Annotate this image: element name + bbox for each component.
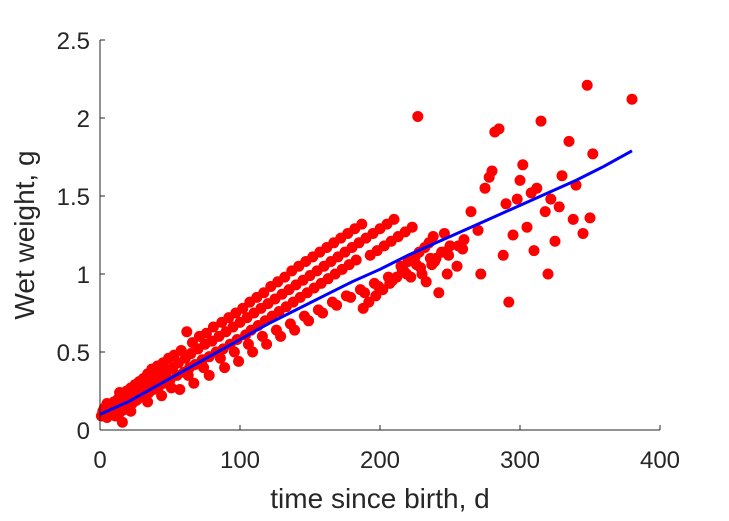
data-point [514,174,526,186]
data-point [188,377,200,389]
y-tick-label: 2.5 [57,28,90,55]
data-point [219,362,231,374]
data-point [587,148,599,160]
data-point [420,276,432,288]
data-point [247,346,259,358]
data-point [503,296,515,308]
data-point [233,355,245,367]
data-point [441,268,453,280]
y-tick-label: 1 [77,262,90,289]
data-point [500,198,512,210]
data-point [415,262,427,274]
data-point [511,193,523,205]
y-tick-label: 2 [77,106,90,133]
data-point [528,245,540,257]
data-point [493,123,505,135]
data-point [406,221,418,233]
data-point [142,396,154,408]
data-point [556,170,568,182]
data-points [95,79,638,428]
fit-line-group [99,149,633,416]
data-point [563,135,575,147]
y-axis-ticks: 0 0.5 1 1.5 2 2.5 [57,28,105,445]
data-point [577,227,589,239]
x-axis-ticks: 0 100 200 300 400 [93,425,680,474]
data-point [207,321,219,333]
data-point [101,397,113,409]
data-point [289,324,301,336]
data-point [507,229,519,241]
data-point [427,231,439,243]
data-point [472,224,484,236]
data-point [535,115,547,127]
data-point [174,383,186,395]
y-tick-label: 0 [77,418,90,445]
data-point [443,249,455,261]
data-point [626,93,638,105]
data-point [198,362,210,374]
data-point [165,382,177,394]
data-point [181,326,193,338]
data-point [156,390,168,402]
data-point [433,287,445,299]
data-point [350,254,362,266]
data-point [359,287,371,299]
x-tick-label: 100 [220,447,260,474]
data-point [553,201,565,213]
x-tick-label: 300 [500,447,540,474]
data-point [261,338,273,350]
x-tick-label: 200 [360,447,400,474]
data-point [539,206,551,218]
data-point [182,369,194,381]
data-point [303,315,315,327]
data-point [531,182,543,194]
data-point [275,330,287,342]
data-point [356,218,368,230]
data-point [125,405,137,417]
data-point [388,213,400,225]
data-point [479,182,491,194]
data-point [517,159,529,171]
data-point [486,165,498,177]
data-point [228,346,240,358]
data-point [521,221,533,233]
data-point [114,387,126,399]
data-point [457,243,469,255]
data-point [373,280,385,292]
data-point [584,212,596,224]
data-point [451,260,463,272]
data-point [387,274,399,286]
data-point [567,213,579,225]
y-axis-label: Wet weight, g [9,150,40,319]
data-point [203,369,215,381]
y-tick-label: 0.5 [57,340,90,367]
data-point [214,352,226,364]
x-tick-label: 400 [640,447,680,474]
data-point [581,79,593,91]
data-point [542,268,554,280]
data-point [497,249,509,261]
x-axis-label: time since birth, d [270,483,489,514]
data-point [116,416,128,428]
data-point [412,110,424,122]
x-tick-label: 0 [93,447,106,474]
data-point [317,307,329,319]
data-point [345,291,357,303]
data-point [331,299,343,311]
data-point [545,193,557,205]
data-point [401,268,413,280]
data-point [549,235,561,247]
data-point [475,268,487,280]
y-tick-label: 1.5 [57,184,90,211]
data-point [465,206,477,218]
fit-line [99,149,633,416]
data-point [429,256,441,268]
